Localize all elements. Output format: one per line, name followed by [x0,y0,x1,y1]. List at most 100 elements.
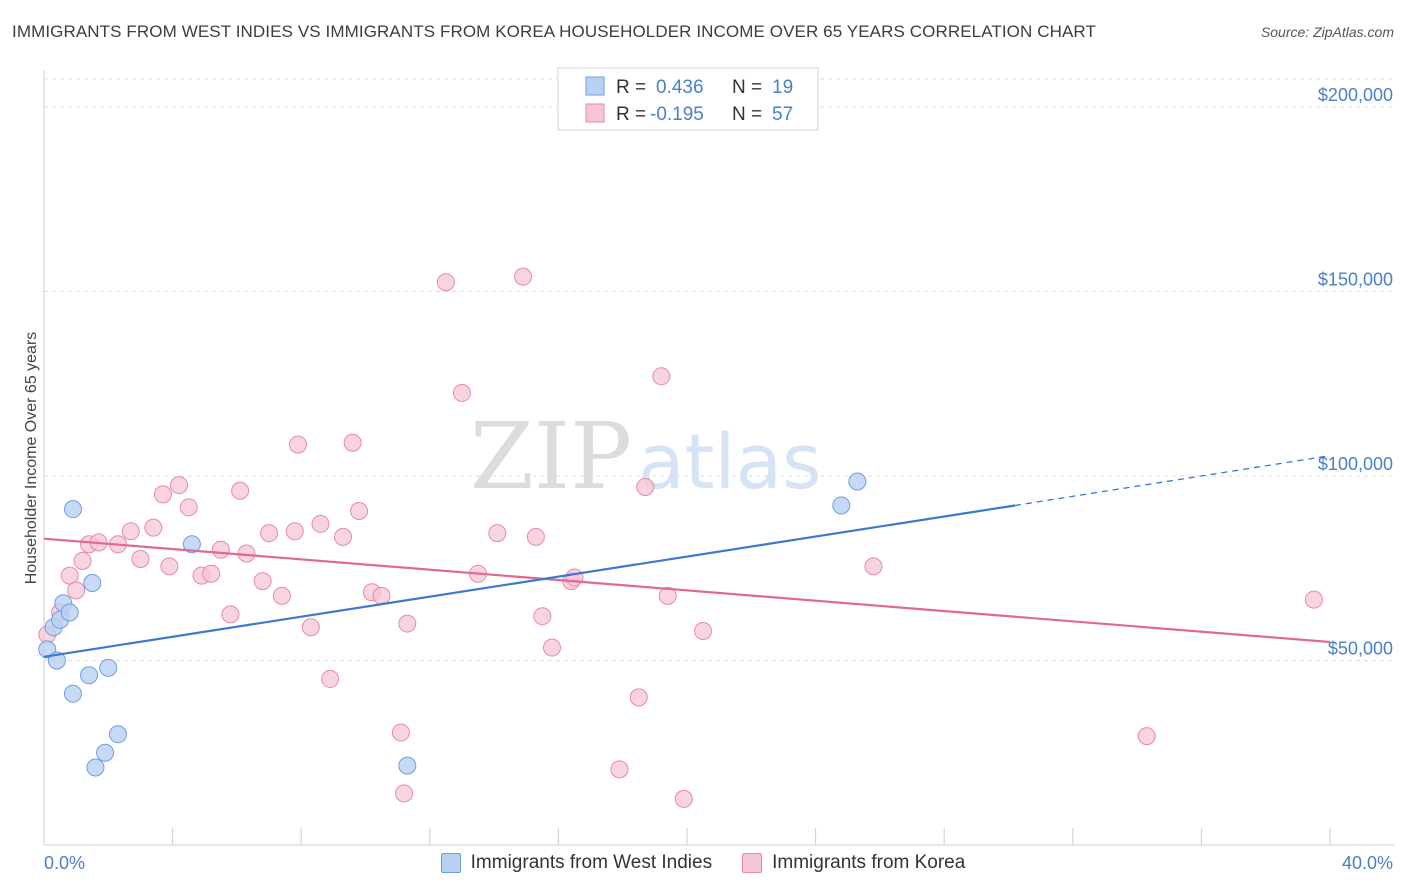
watermark-atlas: atlas [638,417,822,506]
west-indies-point-6 [63,500,82,519]
legend-r-label-west-indies: R = [616,77,646,98]
korea-point-37 [436,273,455,292]
west-indies-trend-line [43,504,1016,658]
west-indies-points [38,472,867,777]
korea-point-4 [73,551,92,570]
y-tick-label-3: $200,000 [1318,85,1393,105]
legend-n-label-west-indies: N = [732,77,762,98]
chart-title: IMMIGRANTS FROM WEST INDIES VS IMMIGRANT… [12,22,1096,41]
korea-point-28 [321,669,340,688]
bottom-legend: Immigrants from West Indies Immigrants f… [0,852,1406,874]
korea-point-43 [533,607,552,626]
korea-point-54 [864,557,883,576]
korea-trend-line [43,537,1331,644]
bottom-legend-korea: Immigrants from Korea [742,852,965,874]
korea-point-9 [131,549,150,568]
west-indies-point-8 [80,666,99,685]
watermark: ZIP atlas [470,403,822,510]
korea-point-53 [694,621,713,640]
legend-swatch-west-indies [585,76,605,96]
trend-lines [43,455,1331,658]
west-indies-point-11 [96,743,115,762]
legend-n-value-west-indies: 19 [772,77,793,98]
korea-point-21 [253,572,272,591]
legend-n-label-korea: N = [732,104,762,125]
legend-r-value-west-indies: 0.436 [656,77,704,98]
korea-point-13 [170,476,189,495]
west-indies-point-15 [398,756,417,775]
korea-point-29 [333,527,352,546]
west-indies-point-9 [83,573,102,592]
korea-point-46 [565,568,584,587]
korea-point-40 [488,524,507,543]
korea-point-52 [674,789,693,808]
bottom-legend-swatch-korea [742,853,763,873]
west-indies-point-7 [63,684,82,703]
korea-point-3 [67,581,86,600]
legend-box: R = 0.436 N = 19 R = -0.195 N = 57 [557,67,819,131]
korea-point-24 [285,522,304,541]
korea-point-56 [1304,590,1323,609]
x-tick-label-min: 0.0% [44,853,85,873]
korea-point-25 [288,435,307,454]
korea-point-31 [350,502,369,521]
korea-point-23 [272,586,291,605]
korea-point-48 [629,688,648,707]
y-axis-label: Householder Income Over 65 years [23,332,40,585]
korea-point-16 [202,564,221,583]
korea-point-55 [1137,727,1156,746]
axes [43,70,1395,846]
korea-point-36 [398,614,417,633]
west-indies-point-16 [832,496,851,515]
korea-point-42 [526,527,545,546]
korea-points [38,267,1323,808]
korea-point-35 [395,784,414,803]
west-indies-point-5 [60,603,79,622]
korea-point-50 [652,367,671,386]
korea-point-51 [658,586,677,605]
watermark-zip: ZIP [470,403,632,510]
korea-point-19 [231,481,250,500]
bottom-legend-label-west-indies: Immigrants from West Indies [470,852,713,873]
korea-point-33 [372,586,391,605]
korea-point-22 [260,524,279,543]
bottom-legend-west-indies: Immigrants from West Indies [440,852,713,874]
korea-point-10 [144,518,163,537]
korea-point-27 [311,514,330,533]
west-indies-trend-extension [1014,455,1331,507]
west-indies-point-12 [99,658,118,677]
korea-point-41 [514,267,533,286]
west-indies-point-17 [848,472,867,491]
korea-point-38 [452,383,471,402]
x-tick-label-max: 40.0% [1342,853,1393,873]
korea-point-8 [121,522,140,541]
y-tick-label-1: $100,000 [1318,454,1393,474]
korea-point-30 [343,433,362,452]
korea-point-11 [153,485,172,504]
korea-point-18 [221,605,240,624]
source-label: Source: ZipAtlas.com [1260,24,1394,40]
korea-point-47 [610,760,629,779]
bottom-legend-label-korea: Immigrants from Korea [772,852,966,873]
korea-point-12 [160,557,179,576]
legend-swatch-korea [585,103,605,123]
west-indies-point-10 [86,758,105,777]
korea-point-17 [211,540,230,559]
west-indies-point-14 [182,535,201,554]
korea-point-26 [301,618,320,637]
legend-r-label-korea: R = [616,104,646,125]
korea-point-14 [179,498,198,517]
korea-point-44 [542,638,561,657]
gridlines [44,78,1395,661]
west-indies-point-13 [108,725,127,744]
y-tick-label-2: $150,000 [1318,269,1393,289]
legend-r-value-korea: -0.195 [650,104,704,125]
legend-n-value-korea: 57 [772,104,793,125]
y-tick-label-0: $50,000 [1328,638,1393,658]
x-ticks [43,828,1331,845]
korea-point-34 [391,723,410,742]
korea-point-49 [636,478,655,497]
y-tick-labels: $50,000 $100,000 $150,000 $200,000 [1318,85,1393,659]
bottom-legend-swatch-west-indies [440,853,461,873]
